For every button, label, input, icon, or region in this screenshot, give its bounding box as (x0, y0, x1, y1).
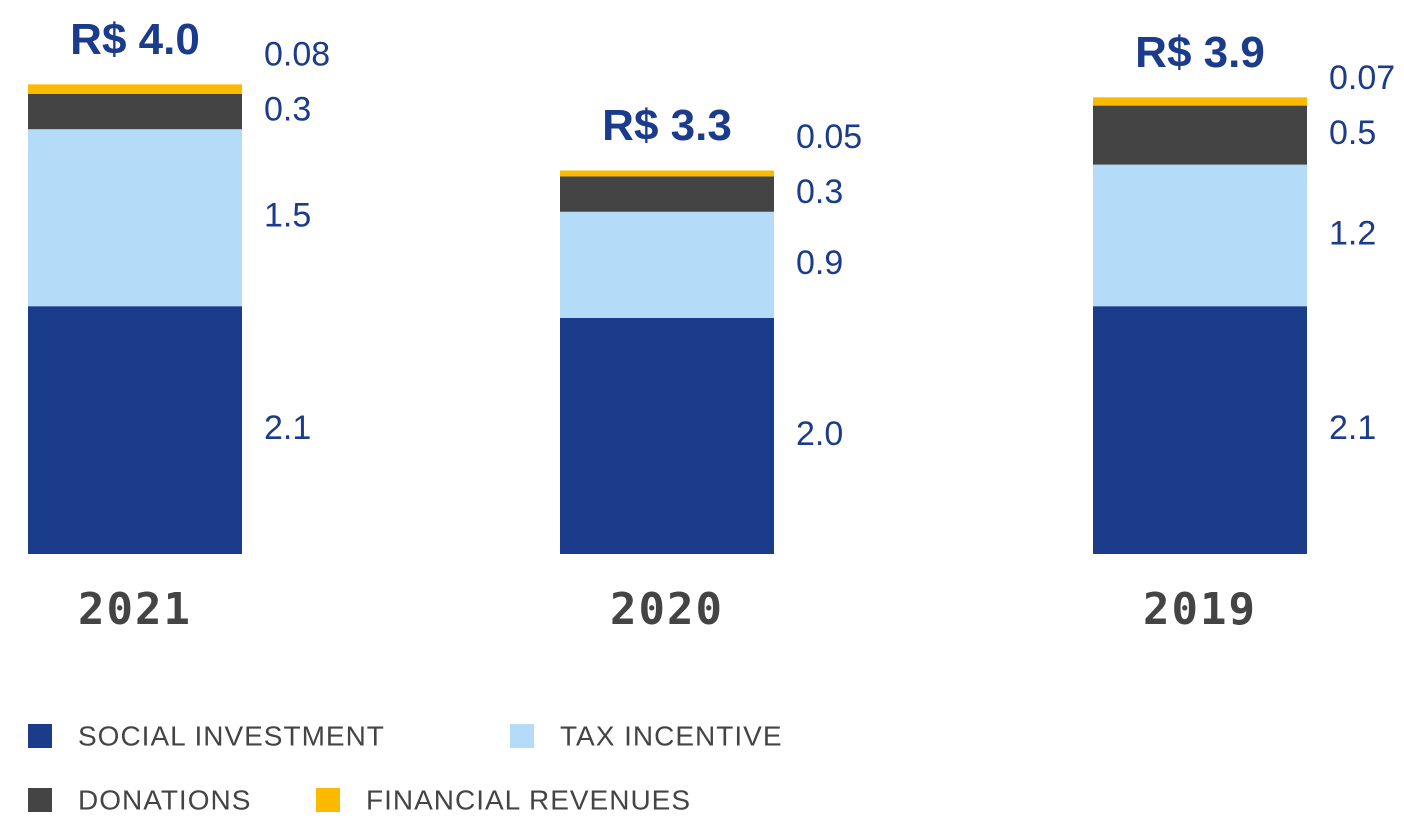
x-tick-label: 2020 (610, 584, 724, 635)
legend-label: TAX INCENTIVE (560, 720, 783, 751)
bar-segment (1093, 97, 1307, 106)
bar-segment (28, 129, 242, 307)
bar-segment (28, 306, 242, 554)
bar-segment (560, 176, 774, 212)
data-label: 2.1 (264, 409, 311, 447)
x-tick-label: 2021 (78, 584, 192, 635)
bar-segment (28, 84, 242, 94)
data-label: 0.05 (796, 118, 862, 156)
total-label: R$ 3.9 (1135, 28, 1265, 77)
data-label: 2.1 (1329, 409, 1376, 447)
bar-segment (28, 93, 242, 130)
x-tick-label: 2019 (1143, 584, 1257, 635)
legend-label: DONATIONS (78, 784, 251, 815)
bar-segment (560, 170, 774, 177)
legend-swatch (28, 788, 52, 812)
bar-segment (1093, 164, 1307, 307)
data-label: 2.0 (796, 415, 843, 453)
legend-label: SOCIAL INVESTMENT (78, 720, 385, 751)
bar-segment (1093, 105, 1307, 165)
data-label: 0.9 (796, 244, 843, 282)
legend-label: FINANCIAL REVENUES (366, 784, 691, 815)
bar-segment (560, 211, 774, 318)
total-label: R$ 3.3 (602, 101, 732, 150)
data-label: 0.08 (264, 35, 330, 73)
data-label: 0.3 (264, 90, 311, 128)
bar-segment (1093, 306, 1307, 554)
data-label: 1.5 (264, 197, 311, 235)
data-label: 0.3 (796, 173, 843, 211)
data-label: 1.2 (1329, 214, 1376, 252)
bar-segment (560, 318, 774, 554)
total-label: R$ 4.0 (70, 15, 200, 64)
data-label: 0.5 (1329, 114, 1376, 152)
legend-swatch (316, 788, 340, 812)
data-label: 0.07 (1329, 59, 1395, 97)
legend-swatch (510, 724, 534, 748)
legend-swatch (28, 724, 52, 748)
